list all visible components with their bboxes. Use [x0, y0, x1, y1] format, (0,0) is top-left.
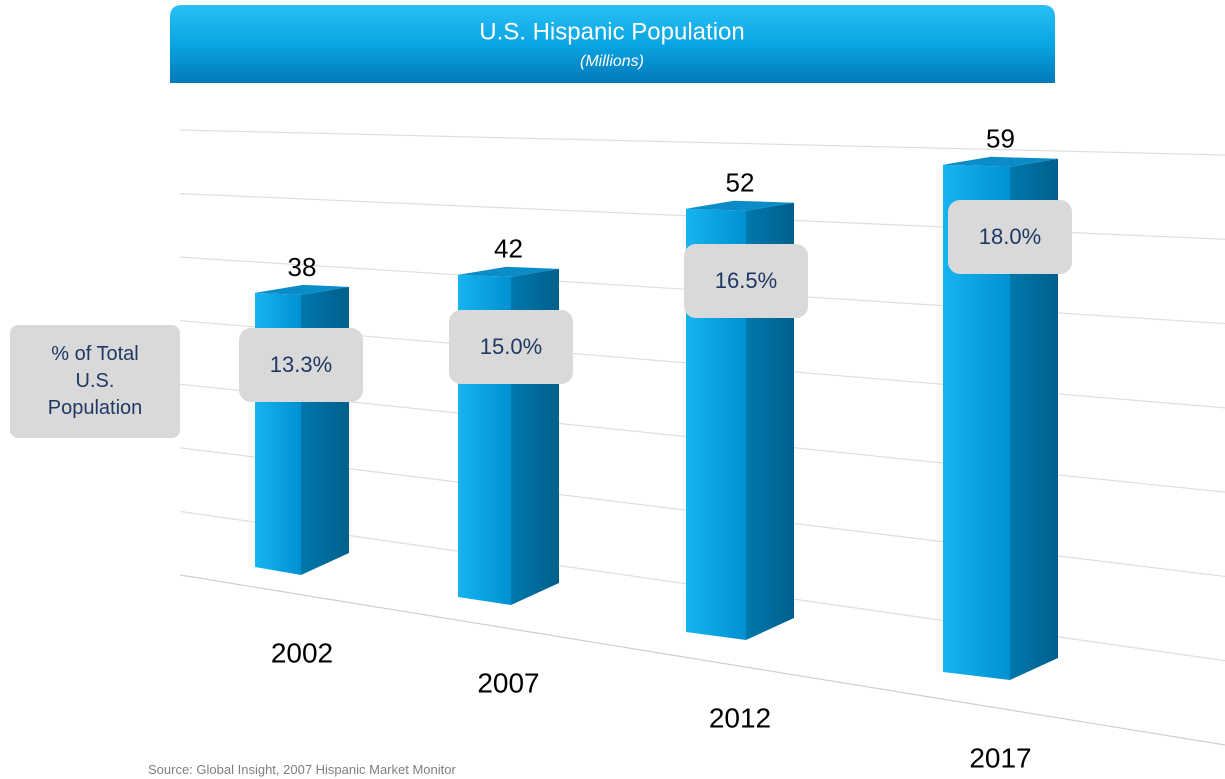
- x-tick-label: 2007: [477, 667, 539, 698]
- chart-subtitle: (Millions): [580, 53, 644, 70]
- grid-line: [179, 129, 1225, 156]
- bar-front: [943, 164, 1010, 680]
- annotation-box: % of Total U.S. Population: [10, 325, 180, 438]
- share-label: 18.0%: [948, 199, 1072, 274]
- bar-top: [686, 200, 794, 211]
- bar-top: [943, 156, 1058, 167]
- share-label: 13.3%: [239, 327, 363, 402]
- share-label: 15.0%: [449, 309, 573, 384]
- x-tick-label: 2012: [709, 702, 771, 733]
- value-label: 38: [288, 252, 317, 282]
- x-tick-label: 2017: [969, 742, 1031, 773]
- source-note: Source: Global Insight, 2007 Hispanic Ma…: [148, 762, 456, 777]
- chart-title: U.S. Hispanic Population: [479, 18, 744, 45]
- value-label: 59: [986, 124, 1015, 154]
- bar-top: [458, 266, 559, 277]
- annotation-title: % of Total U.S. Population: [47, 343, 143, 419]
- bar-top: [255, 284, 349, 295]
- x-tick-label: 2002: [271, 637, 333, 668]
- grid-line: [179, 574, 1225, 746]
- bar-side: [1010, 158, 1058, 680]
- title-banner: [170, 5, 1055, 83]
- share-label: 16.5%: [684, 243, 808, 318]
- value-label: 42: [494, 234, 523, 264]
- bars: 38 2002 42 2007 52 2012 59 2017: [255, 124, 1058, 773]
- value-label: 52: [726, 168, 755, 198]
